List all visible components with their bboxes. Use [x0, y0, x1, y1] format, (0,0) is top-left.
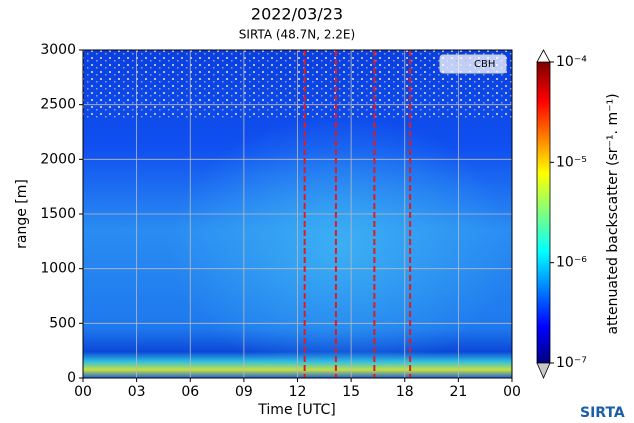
x-axis-label: Time [UTC]: [257, 402, 335, 418]
colorbar-tick-label: 10⁻⁶: [556, 255, 587, 271]
y-tick-label: 2000: [40, 151, 76, 167]
x-tick-label: 06: [181, 384, 199, 400]
legend-label: CBH: [474, 59, 495, 70]
colorbar-tick-label: 10⁻⁵: [556, 154, 587, 170]
x-tick-label: 21: [449, 384, 467, 400]
colorbar-tick-label: 10⁻⁷: [556, 355, 587, 371]
colorbar-extend-bottom: [536, 362, 551, 380]
colorbar-extend-top: [536, 49, 551, 63]
x-tick-label: 00: [74, 384, 92, 400]
x-tick-label: 15: [342, 384, 360, 400]
y-tick-label: 3000: [40, 42, 76, 58]
y-tick-label: 1000: [40, 261, 76, 277]
chart-subtitle: SIRTA (48.7N, 2.2E): [239, 28, 355, 42]
x-tick-label: 18: [396, 384, 414, 400]
colorbar-tick-label: 10⁻⁴: [556, 54, 587, 70]
colorbar-label: attenuated backscatter (sr⁻¹. m⁻¹): [605, 93, 621, 334]
colorbar: [536, 61, 551, 364]
y-tick-label: 1500: [40, 206, 76, 222]
y-tick-label: 500: [49, 315, 76, 331]
x-tick-label: 03: [128, 384, 146, 400]
legend-box: [439, 54, 507, 74]
legend-swatch: [448, 60, 470, 68]
x-tick-label: 12: [289, 384, 307, 400]
y-tick-label: 0: [67, 370, 76, 386]
x-tick-label: 00: [503, 384, 521, 400]
logo: SIRTA: [580, 405, 625, 421]
y-tick-label: 2500: [40, 97, 76, 113]
chart-title: 2022/03/23: [251, 5, 343, 24]
y-axis-label: range [m]: [14, 179, 30, 249]
x-tick-label: 09: [235, 384, 253, 400]
